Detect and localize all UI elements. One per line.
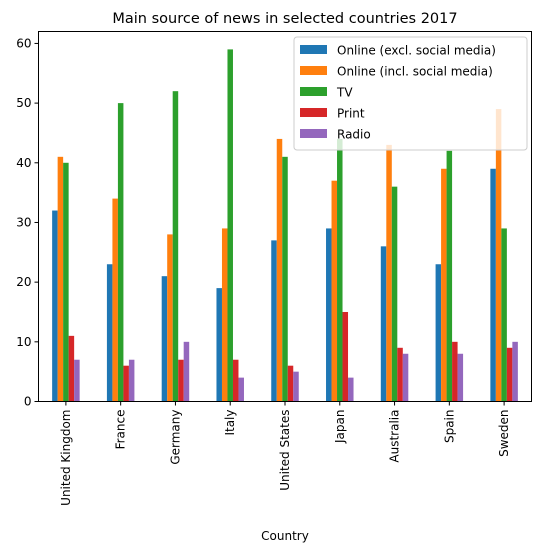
bar-5-5	[293, 371, 299, 402]
bar-5-3	[183, 341, 190, 402]
bar-3-6	[337, 138, 343, 402]
bar-3-4	[227, 49, 233, 402]
bar-1-1	[52, 210, 58, 402]
x-tick-label: Spain	[442, 410, 456, 444]
bar-4-8	[452, 341, 458, 402]
y-tick-label: 30	[16, 215, 31, 229]
bar-2-1	[57, 156, 64, 402]
bar-5-6	[348, 377, 354, 402]
bar-2-9	[495, 109, 502, 402]
legend-box	[293, 36, 528, 151]
bar-4-1	[68, 335, 75, 402]
x-axis-label: Country	[261, 529, 309, 543]
y-tick-label: 50	[16, 96, 31, 110]
y-axis: 0 10 20 30 40 50 60	[16, 36, 39, 409]
y-tick-label: 40	[16, 156, 31, 170]
x-tick-label: Japan	[333, 410, 347, 444]
bar-5-7	[402, 353, 409, 402]
bar-2-8	[441, 168, 447, 402]
legend-label: Online (incl. social media)	[337, 65, 493, 79]
bar-3-2	[117, 103, 124, 402]
bar-2-2	[112, 198, 118, 402]
bar-4-2	[123, 365, 129, 402]
bar-3-9	[501, 228, 507, 402]
x-tick-label: Sweden	[497, 409, 511, 456]
bar-5-4	[238, 377, 244, 402]
bar-1-4	[216, 288, 222, 402]
bar-5-2	[128, 359, 135, 402]
bar-3-8	[446, 150, 453, 402]
y-tick-label: 20	[16, 275, 31, 289]
bar-4-7	[397, 347, 403, 402]
legend: Online (excl. social media) Online (incl.…	[293, 36, 528, 151]
chart-title: Main source of news in selected countrie…	[112, 11, 457, 27]
bar-3-5	[282, 156, 288, 402]
bar-5-8	[457, 353, 464, 402]
bar-2-4	[221, 228, 228, 402]
bar-4-9	[506, 347, 513, 402]
bar-1-8	[435, 264, 442, 402]
bar-4-3	[178, 359, 184, 402]
bar-1-7	[380, 246, 387, 402]
legend-label: TV	[336, 86, 353, 100]
x-tick-label: Australia	[388, 410, 402, 463]
y-tick-label: 0	[24, 395, 32, 409]
bar-2-7	[386, 144, 392, 402]
legend-swatch	[300, 87, 327, 96]
bar-2-3	[167, 234, 173, 402]
legend-swatch	[300, 129, 327, 138]
bar-2-5	[276, 138, 283, 402]
legend-label: Print	[337, 107, 365, 121]
x-axis: United Kingdom France Germany Italy United S…	[59, 401, 511, 506]
bar-1-3	[161, 276, 168, 402]
x-tick-label: Germany	[168, 410, 182, 465]
bar-5-9	[512, 341, 518, 402]
bar-3-1	[63, 162, 69, 402]
bars-layer	[52, 49, 518, 402]
bar-1-5	[271, 240, 277, 402]
legend-swatch	[300, 66, 327, 75]
bar-1-9	[490, 168, 496, 402]
bar-1-6	[326, 228, 332, 402]
bar-2-6	[331, 180, 338, 402]
x-tick-label: United States	[278, 410, 292, 491]
bar-3-7	[391, 186, 398, 402]
legend-swatch	[300, 108, 327, 117]
bar-4-5	[287, 365, 294, 402]
legend-swatch	[300, 45, 327, 54]
x-tick-label: United Kingdom	[59, 410, 73, 506]
bar-4-6	[342, 311, 349, 402]
legend-label: Online (excl. social media)	[337, 44, 496, 58]
legend-label: Radio	[337, 128, 371, 142]
bar-5-1	[74, 359, 80, 402]
y-tick-label: 10	[16, 335, 31, 349]
y-tick-label: 60	[16, 36, 31, 50]
x-tick-label: France	[114, 410, 128, 450]
bar-3-3	[172, 91, 179, 402]
x-tick-label: Italy	[223, 410, 237, 436]
bar-1-2	[106, 264, 113, 402]
bar-4-4	[232, 359, 239, 402]
